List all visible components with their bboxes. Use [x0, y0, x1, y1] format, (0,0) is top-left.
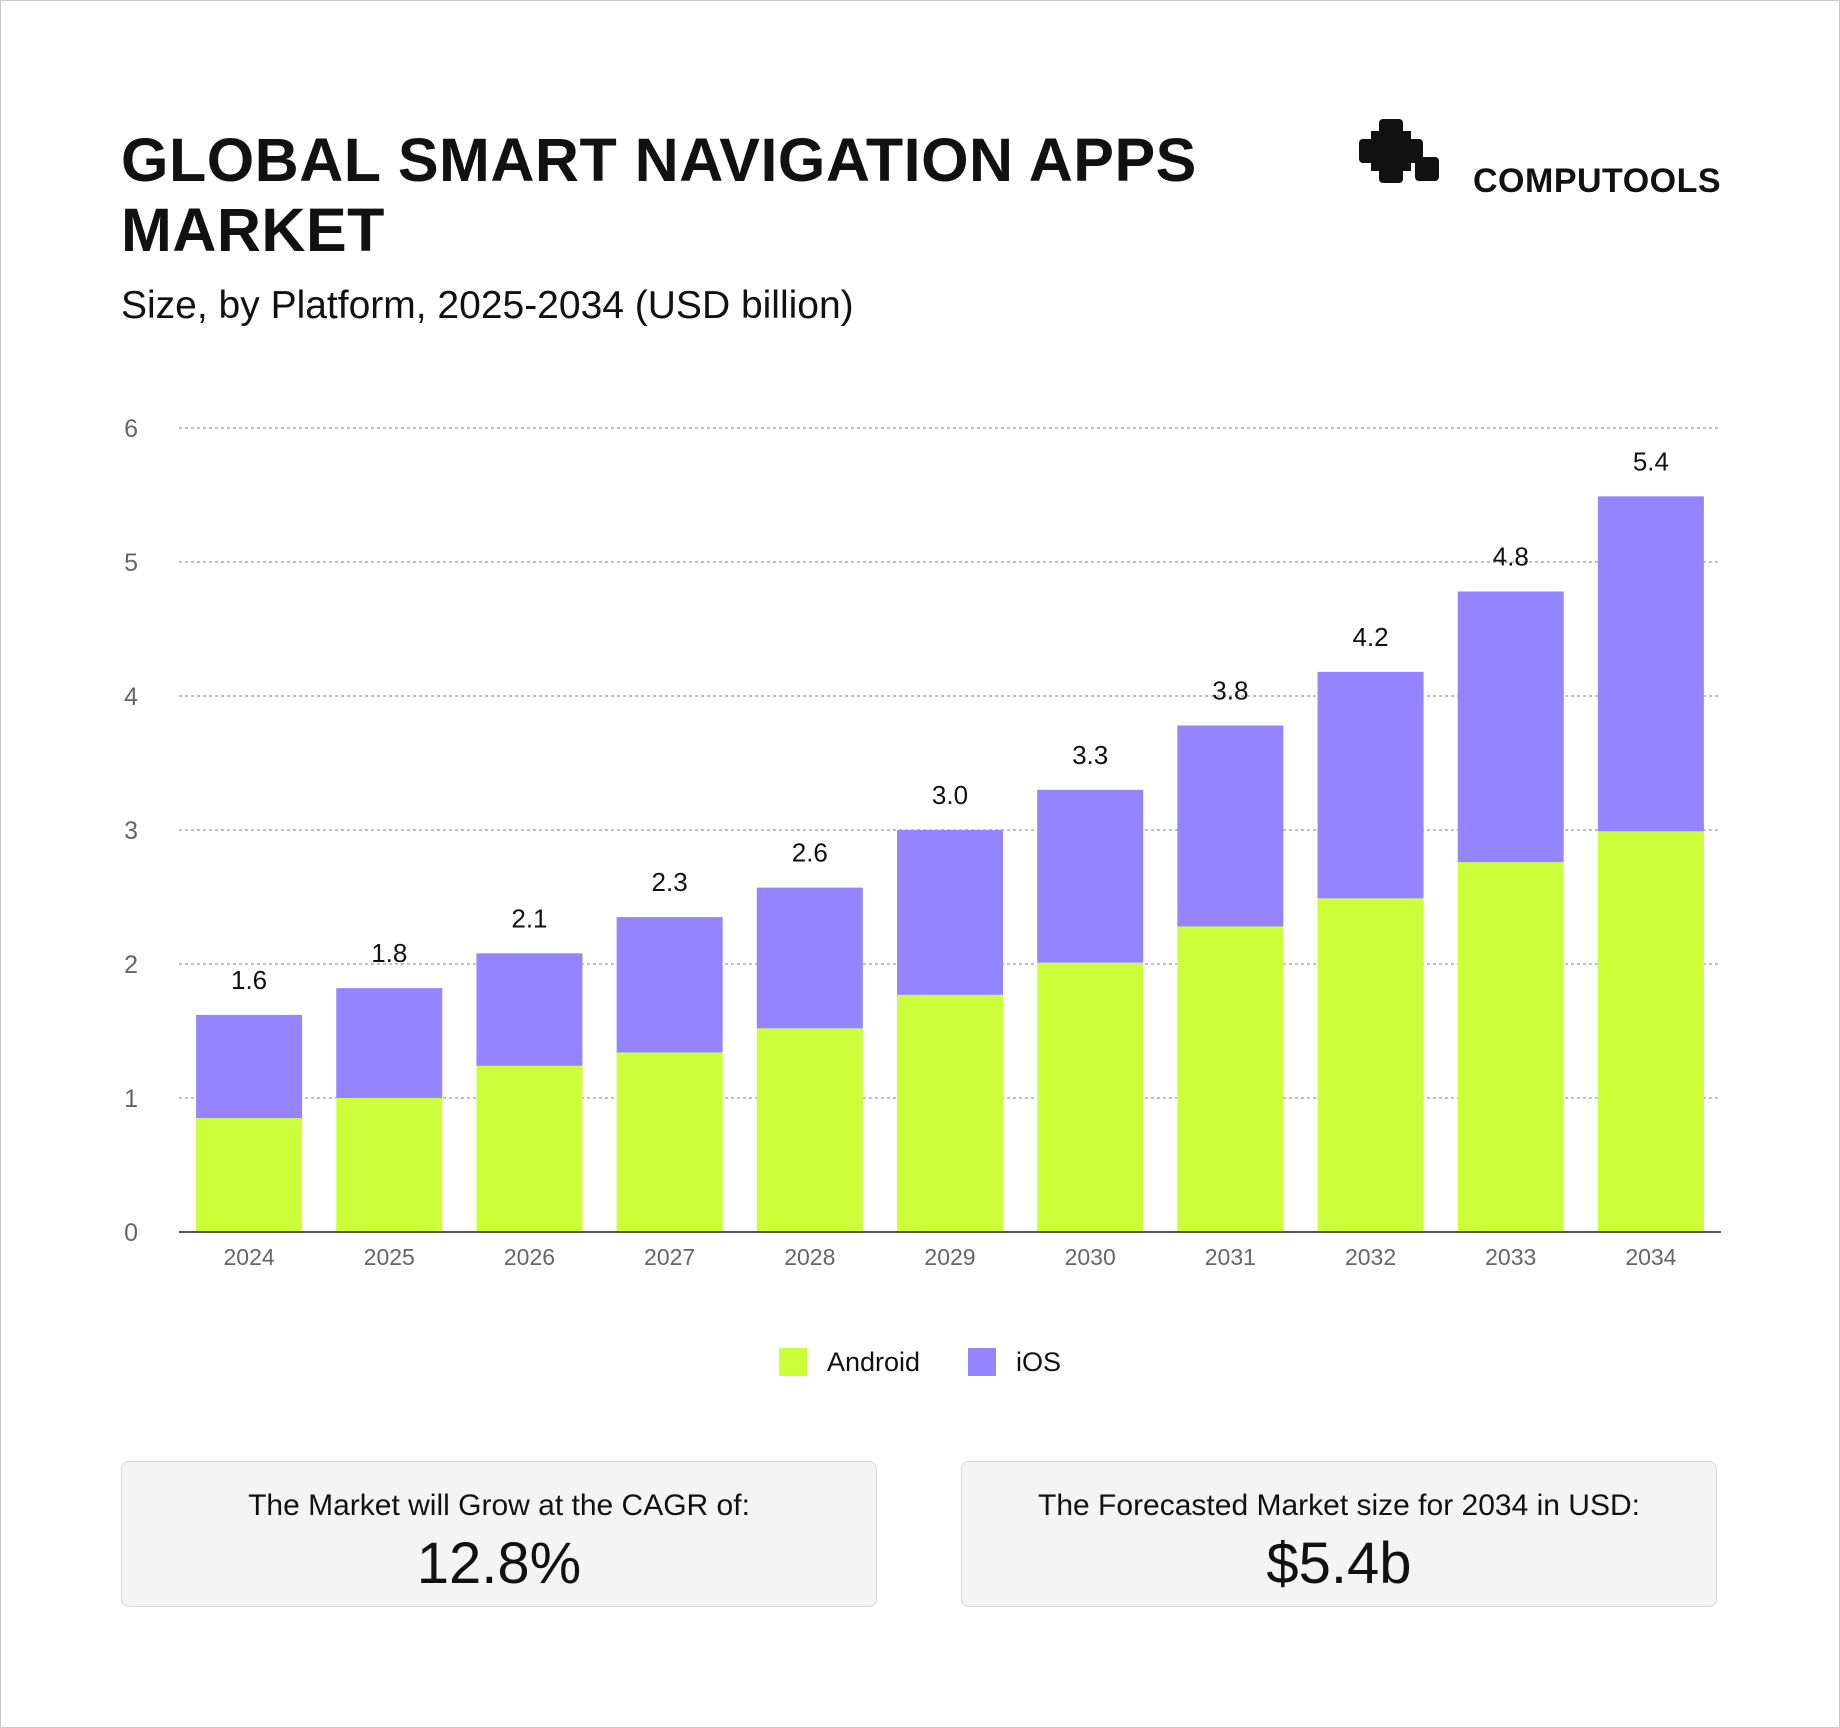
total-data-label: 3.0: [932, 780, 968, 810]
bar-android-2028: [756, 1028, 863, 1232]
page-subtitle: Size, by Platform, 2025-2034 (USD billio…: [121, 284, 854, 327]
forecast-label: The Forecasted Market size for 2034 in U…: [1038, 1489, 1640, 1522]
total-data-label: 2.1: [511, 903, 547, 933]
bar-android-2025: [336, 1098, 443, 1232]
legend-label-android: Android: [826, 1347, 921, 1377]
x-tick-label: 2025: [364, 1244, 415, 1270]
legend-label-ios: iOS: [1016, 1347, 1062, 1377]
cagr-card: The Market will Grow at the CAGR of: 12.…: [121, 1461, 877, 1607]
bar-ios-2032: [1317, 671, 1424, 899]
total-data-label: 1.6: [231, 965, 267, 995]
x-tick-label: 2032: [1345, 1244, 1396, 1270]
x-tick-label: 2028: [784, 1244, 835, 1270]
bar-ios-2027: [616, 917, 723, 1053]
bar-ios-2034: [1597, 496, 1704, 832]
bar-ios-2029: [897, 830, 1003, 995]
computools-logo-icon: [1359, 119, 1439, 183]
bar-ios-2033: [1457, 591, 1564, 863]
bar-android-2032: [1317, 898, 1424, 1232]
forecast-card: The Forecasted Market size for 2034 in U…: [961, 1461, 1717, 1607]
bar-android-2029: [897, 994, 1003, 1232]
x-tick-label: 2033: [1485, 1244, 1536, 1270]
x-tick-label: 2031: [1205, 1244, 1256, 1270]
total-data-label: 2.6: [792, 838, 828, 868]
total-data-label: 5.4: [1633, 446, 1669, 476]
bar-ios-2024: [196, 1014, 303, 1119]
total-data-label: 2.3: [652, 867, 688, 897]
y-tick-label: 6: [124, 415, 138, 443]
brand-logo: COMPUTOOLS: [1359, 119, 1723, 199]
y-tick-label: 1: [124, 1085, 138, 1113]
x-tick-label: 2026: [504, 1244, 555, 1270]
x-tick-label: 2030: [1065, 1244, 1116, 1270]
x-tick-label: 2034: [1625, 1244, 1676, 1270]
forecast-value: $5.4b: [1266, 1531, 1412, 1596]
y-tick-label: 5: [124, 549, 138, 577]
bar-android-2027: [616, 1052, 723, 1232]
cagr-value: 12.8%: [416, 1531, 582, 1596]
total-data-label: 4.8: [1493, 541, 1529, 571]
stacked-bar-chart: 0 1 2 3 4 5 6 1.6 2024 1.8 2025 2.1 2026 2.3 2027 2.6 20…: [124, 415, 1721, 1270]
total-data-label: 4.2: [1352, 622, 1388, 652]
bar-ios-2030: [1037, 789, 1144, 963]
bar-android-2034: [1597, 831, 1704, 1232]
bar-android-2030: [1037, 962, 1144, 1232]
legend-swatch-ios: [968, 1348, 997, 1376]
bar-ios-2028: [756, 887, 863, 1029]
y-tick-label: 0: [124, 1219, 138, 1247]
page-title: GLOBAL SMART NAVIGATION APPS MARKET: [121, 126, 1197, 264]
brand-name: COMPUTOOLS: [1473, 162, 1722, 200]
y-tick-label: 2: [124, 951, 138, 979]
total-data-label: 3.8: [1212, 675, 1248, 705]
legend-swatch-android: [778, 1348, 807, 1376]
cagr-label: The Market will Grow at the CAGR of:: [248, 1489, 750, 1522]
bar-android-2033: [1457, 862, 1564, 1232]
bar-android-2031: [1177, 926, 1284, 1232]
y-tick-label: 3: [124, 817, 138, 845]
x-tick-label: 2027: [644, 1244, 695, 1270]
y-tick-label: 4: [124, 683, 138, 711]
bar-android-2024: [196, 1118, 303, 1232]
legend-item-ios: iOS: [968, 1347, 1061, 1377]
bar-ios-2026: [476, 953, 583, 1066]
bar-android-2026: [476, 1065, 583, 1232]
bar-ios-2025: [336, 988, 443, 1098]
total-data-label: 1.8: [371, 938, 407, 968]
bar-ios-2031: [1177, 725, 1284, 927]
total-data-label: 3.3: [1072, 740, 1108, 770]
x-tick-label: 2029: [924, 1244, 975, 1270]
x-tick-label: 2024: [224, 1244, 275, 1270]
chart-legend: Android iOS: [1, 1347, 1839, 1377]
legend-item-android: Android: [778, 1347, 921, 1377]
